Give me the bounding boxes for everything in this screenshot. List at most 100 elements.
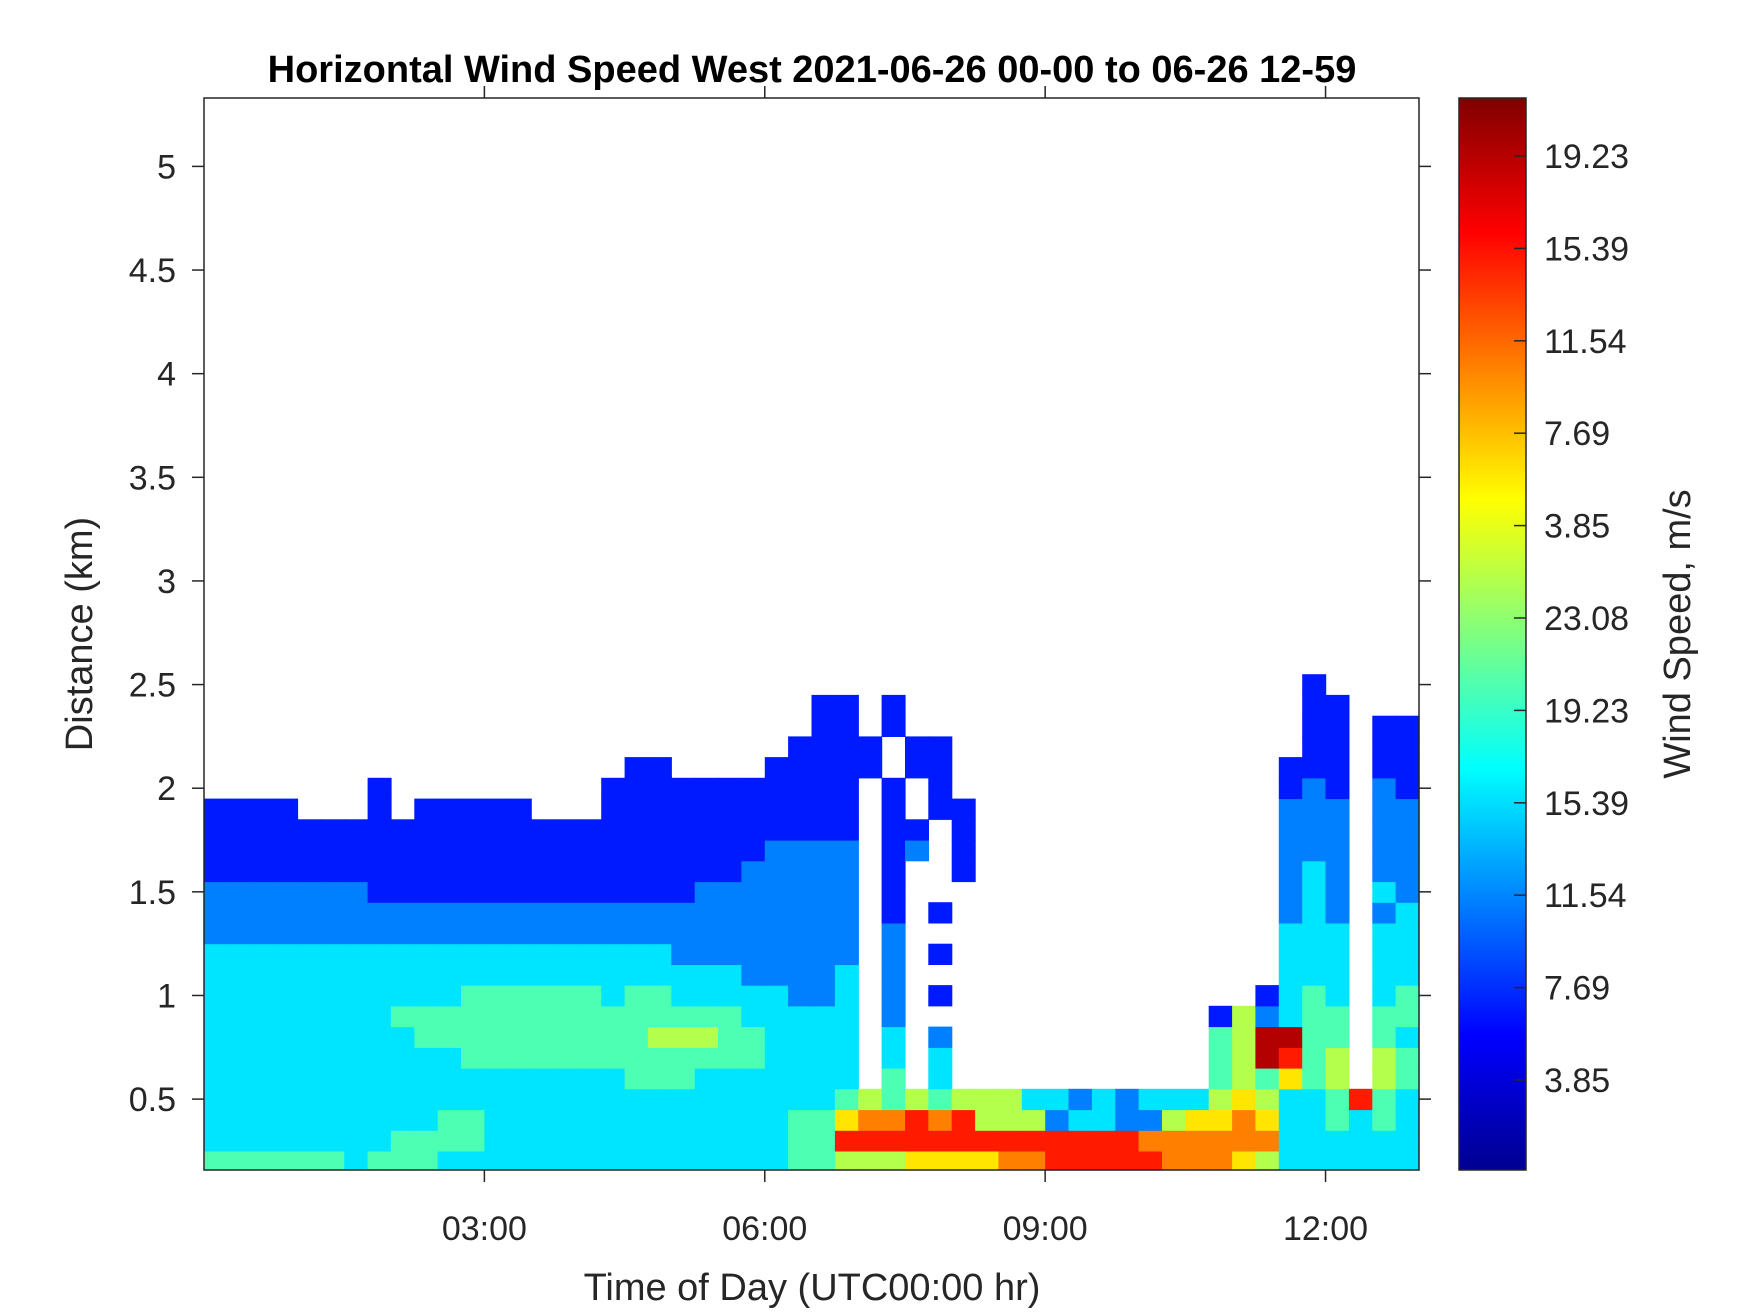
heatmap-cell [1395,860,1420,883]
heatmap-cell [671,1005,696,1028]
heatmap-cell [390,819,415,841]
heatmap-cell [1185,1088,1210,1111]
heatmap-cell [928,985,953,1007]
heatmap-cell [414,840,439,862]
heatmap-cell [788,757,813,779]
heatmap-cell [1325,1068,1350,1090]
heatmap-cell [414,943,439,965]
colorbar-tick-label: 15.39 [1544,230,1629,268]
heatmap-cell [367,860,392,883]
heatmap-cell [1395,819,1420,841]
heatmap-cell [367,985,392,1007]
heatmap-cell [624,964,649,986]
heatmap-cell [437,1068,462,1090]
heatmap-cell [601,881,626,903]
heatmap-cell [811,985,836,1007]
heatmap-cell [437,1026,462,1048]
heatmap-cell [951,1088,976,1111]
heatmap-cell [811,881,836,903]
heatmap-cell [601,985,626,1007]
heatmap-cell [1255,1047,1280,1069]
heatmap-cell [671,922,696,945]
heatmap-cell [484,943,509,965]
heatmap-cell [1395,777,1420,800]
heatmap-cell [718,1088,742,1111]
heatmap-cell [1185,1150,1210,1171]
heatmap-cell [1372,1150,1397,1171]
heatmap-cell [437,1088,462,1111]
heatmap-cell [858,757,883,779]
heatmap-cell [788,798,813,820]
heatmap-cell [764,902,789,924]
heatmap-cell [671,985,696,1007]
heatmap-cell [554,1150,579,1171]
heatmap-cell [531,881,556,903]
heatmap-cell [647,819,672,841]
heatmap-cell [1395,964,1420,986]
heatmap-cell [1255,1026,1280,1048]
heatmap-cell [227,819,252,841]
heatmap-cell [694,1130,719,1152]
heatmap-cell [624,1068,649,1090]
heatmap-cell [928,1150,953,1171]
heatmap-cell [297,943,322,965]
heatmap-cell [624,757,649,779]
heatmap-cell [461,1005,485,1028]
heatmap-cell [1302,798,1327,820]
heatmap-cell [437,1047,462,1069]
heatmap-cell [250,819,275,841]
heatmap-cell [250,1026,275,1048]
x-axis: 03:00 06:00 09:00 12:00 [442,86,1368,1248]
heatmap-cell [390,1150,415,1171]
colorbar-tick-label: 7.69 [1544,415,1610,453]
heatmap [204,674,1420,1171]
heatmap-cell [250,1150,275,1171]
heatmap-cell [1232,1047,1257,1069]
heatmap-cell [718,1109,742,1131]
heatmap-cell [647,943,672,965]
heatmap-cell [1395,1109,1420,1131]
heatmap-cell [461,1068,485,1090]
heatmap-cell [484,840,509,862]
heatmap-cell [1255,1005,1280,1028]
heatmap-cell [1278,985,1303,1007]
heatmap-cell [1278,798,1303,820]
heatmap-cell [437,964,462,986]
heatmap-cell [694,985,719,1007]
heatmap-cell [647,902,672,924]
heatmap-cell [764,1130,789,1152]
heatmap-cell [297,881,322,903]
heatmap-cell [858,1130,883,1152]
heatmap-cell [764,1109,789,1131]
heatmap-cell [647,1047,672,1069]
heatmap-cell [741,964,766,986]
heatmap-cell [1302,715,1327,737]
heatmap-cell [437,943,462,965]
heatmap-cell [718,1150,742,1171]
heatmap-cell [484,1088,509,1111]
heatmap-cell [297,922,322,945]
heatmap-cell [1325,1026,1350,1048]
heatmap-cell [834,694,859,717]
heatmap-cell [718,819,742,841]
heatmap-cell [367,1026,392,1048]
heatmap-cell [764,881,789,903]
heatmap-cell [1068,1150,1093,1171]
heatmap-cell [788,922,813,945]
heatmap-cell [601,840,626,862]
heatmap-cell [951,819,976,841]
heatmap-cell [718,881,742,903]
heatmap-cell [227,902,252,924]
heatmap-cell [227,1026,252,1048]
heatmap-cell [1372,985,1397,1007]
heatmap-cell [414,1088,439,1111]
heatmap-cell [484,1068,509,1090]
heatmap-cell [390,943,415,965]
heatmap-cell [881,1005,906,1028]
heatmap-cell [671,943,696,965]
heatmap-cell [834,757,859,779]
heatmap-cell [320,819,345,841]
heatmap-cell [204,922,228,945]
colorbar-tick-label: 23.08 [1544,600,1629,638]
